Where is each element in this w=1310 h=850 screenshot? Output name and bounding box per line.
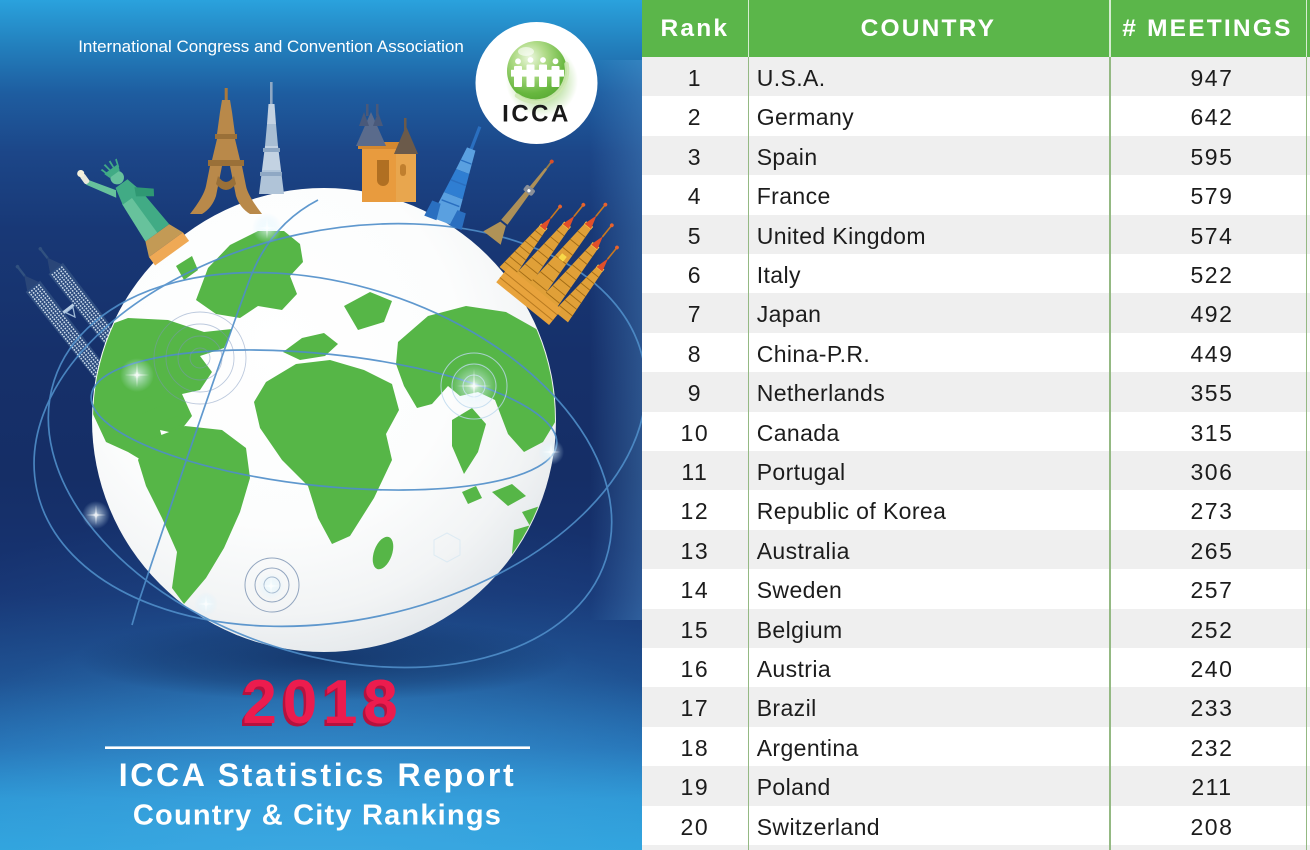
svg-text:2018: 2018 — [240, 671, 401, 740]
svg-text:International Congress and Con: International Congress and Convention As… — [78, 37, 464, 56]
svg-text:2018: 2018 — [242, 668, 403, 737]
svg-text:ICCA: ICCA — [502, 101, 571, 128]
svg-text:Country & City Rankings: Country & City Rankings — [133, 800, 502, 832]
svg-text:ICCA Statistics Report: ICCA Statistics Report — [119, 757, 516, 793]
